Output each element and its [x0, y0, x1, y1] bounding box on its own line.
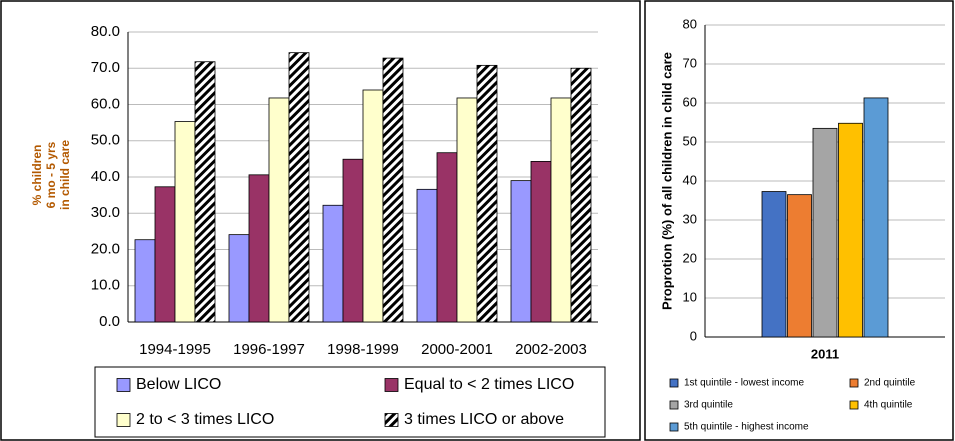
legend-label: 4th quintile	[864, 400, 913, 411]
bar	[570, 67, 592, 323]
legend-box	[94, 366, 606, 438]
right-panel	[644, 0, 954, 441]
legend-label: 2nd quintile	[864, 378, 916, 389]
bar	[362, 89, 384, 323]
bar	[550, 97, 572, 323]
bar	[382, 57, 404, 323]
legend-label: Below LICO	[136, 376, 221, 393]
y-tick-label: 60.0	[91, 95, 120, 112]
bar	[812, 127, 838, 338]
bar	[838, 122, 863, 338]
bar	[863, 97, 889, 338]
legend-marker	[384, 378, 399, 392]
bar	[510, 180, 532, 323]
bar	[194, 61, 216, 323]
bar	[761, 191, 787, 338]
bar	[134, 239, 156, 323]
legend-marker	[669, 378, 679, 388]
y-tick-label: 70	[683, 55, 697, 70]
bar	[416, 188, 438, 323]
y-tick-label: 30	[683, 211, 697, 226]
legend-label: 3rd quintile	[684, 400, 733, 411]
legend-marker	[849, 400, 859, 410]
x-tick-label: 1994-1995	[139, 341, 211, 358]
y-tick-label: 50	[683, 133, 697, 148]
bar	[174, 121, 196, 323]
legend-label: 5th quintile - highest income	[684, 422, 809, 433]
y-tick-label: 20	[683, 250, 697, 265]
bar	[288, 52, 310, 323]
y-tick-label: 0.0	[99, 313, 120, 330]
y-tick-label: 50.0	[91, 132, 120, 149]
x-tick-label: 2002-2003	[515, 341, 587, 358]
bar	[530, 161, 552, 323]
left-panel	[0, 0, 641, 441]
legend-label: 2 to < 3 times LICO	[136, 411, 274, 428]
y-tick-label: 40	[683, 172, 697, 187]
bar	[436, 152, 458, 323]
legend-label: Equal to < 2 times LICO	[404, 376, 574, 393]
y-tick-label: 10	[683, 289, 697, 304]
bar	[268, 97, 290, 323]
x-tick-label: 1998-1999	[327, 341, 399, 358]
bar	[154, 186, 176, 323]
bar	[456, 97, 478, 323]
y-tick-label: 70.0	[91, 59, 120, 76]
x-tick-label: 2000-2001	[421, 341, 493, 358]
legend-marker	[669, 400, 679, 410]
legend-marker	[849, 378, 859, 388]
x-tick-label: 2011	[811, 346, 839, 361]
bar	[322, 204, 344, 323]
legend-marker	[384, 413, 399, 427]
bar	[476, 64, 498, 323]
y-tick-label: 0	[690, 328, 697, 343]
y-tick-label: 30.0	[91, 204, 120, 221]
y-axis-label: % children	[30, 145, 44, 206]
x-tick-label: 1996-1997	[233, 341, 305, 358]
legend-label: 1st quintile - lowest income	[684, 378, 804, 389]
legend-marker	[116, 378, 131, 392]
legend-marker	[669, 422, 679, 432]
y-tick-label: 10.0	[91, 277, 120, 294]
bar	[228, 234, 250, 323]
bar	[787, 194, 812, 338]
bar	[248, 174, 270, 323]
legend-label: 3 times LICO or above	[404, 411, 564, 428]
y-axis-label: Proprotion (%) of all children in child …	[659, 52, 674, 310]
legend-marker	[116, 413, 131, 427]
y-axis-label: 6 mo - 5 yrs	[44, 141, 58, 208]
y-tick-label: 20.0	[91, 240, 120, 257]
y-tick-label: 80.0	[91, 23, 120, 40]
bar	[342, 158, 364, 323]
y-tick-label: 80	[683, 16, 697, 31]
y-tick-label: 40.0	[91, 168, 120, 185]
y-axis-label: in child care	[58, 140, 72, 210]
y-tick-label: 60	[683, 94, 697, 109]
